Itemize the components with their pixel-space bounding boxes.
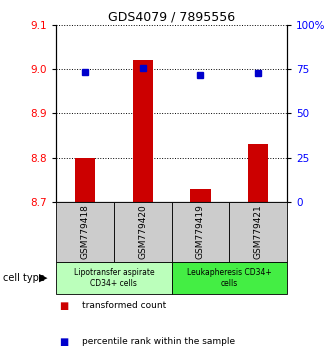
Text: ▶: ▶ [39,273,47,283]
Bar [75,158,95,202]
Bar [172,202,229,262]
Title: GDS4079 / 7895556: GDS4079 / 7895556 [108,11,235,24]
Text: Leukapheresis CD34+
cells: Leukapheresis CD34+ cells [187,268,272,287]
Bar [133,60,153,202]
Text: percentile rank within the sample: percentile rank within the sample [82,337,236,347]
Text: ■: ■ [59,337,69,347]
Text: GSM779420: GSM779420 [138,205,147,259]
Bar [56,262,172,294]
Bar [190,188,211,202]
Text: GSM779421: GSM779421 [254,205,263,259]
Bar [248,144,268,202]
Bar [172,262,287,294]
Text: transformed count: transformed count [82,301,167,310]
Text: Lipotransfer aspirate
CD34+ cells: Lipotransfer aspirate CD34+ cells [74,268,154,287]
Text: GSM779419: GSM779419 [196,204,205,259]
Text: ■: ■ [59,301,69,311]
Bar [229,202,287,262]
Text: cell type: cell type [3,273,45,283]
Bar [114,202,172,262]
Text: GSM779418: GSM779418 [81,204,89,259]
Bar [56,202,114,262]
